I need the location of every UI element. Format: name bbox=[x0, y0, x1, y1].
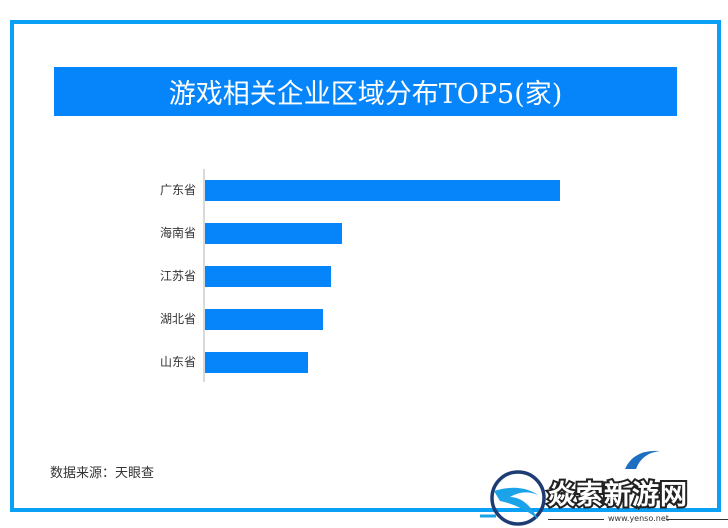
category-label: 广东省 bbox=[159, 183, 196, 197]
bar bbox=[205, 180, 560, 201]
chart-title: 游戏相关企业区域分布TOP5(家) bbox=[54, 67, 677, 116]
logo-name: 焱索新游网 bbox=[546, 478, 689, 513]
chart-title-text: 游戏相关企业区域分布TOP5(家) bbox=[168, 79, 563, 110]
bar bbox=[205, 309, 323, 330]
bar bbox=[205, 266, 331, 287]
bar bbox=[205, 352, 308, 373]
category-label: 山东省 bbox=[159, 355, 196, 369]
logo-divider-left bbox=[548, 519, 604, 520]
category-label: 江苏省 bbox=[159, 269, 196, 283]
logo-emblem-icon bbox=[480, 470, 546, 526]
logo-url: www.yensо.net bbox=[608, 514, 669, 523]
logo-wave-icon bbox=[625, 450, 660, 469]
y-axis-line bbox=[203, 169, 205, 382]
category-label: 湖北省 bbox=[159, 312, 196, 326]
category-label: 海南省 bbox=[159, 226, 196, 240]
logo-divider-right bbox=[666, 519, 728, 520]
watermark-logo: 焱索新游网 www.yensо.net bbox=[480, 445, 728, 528]
bar bbox=[205, 223, 342, 244]
data-source: 数据来源：天眼查 bbox=[50, 466, 155, 481]
